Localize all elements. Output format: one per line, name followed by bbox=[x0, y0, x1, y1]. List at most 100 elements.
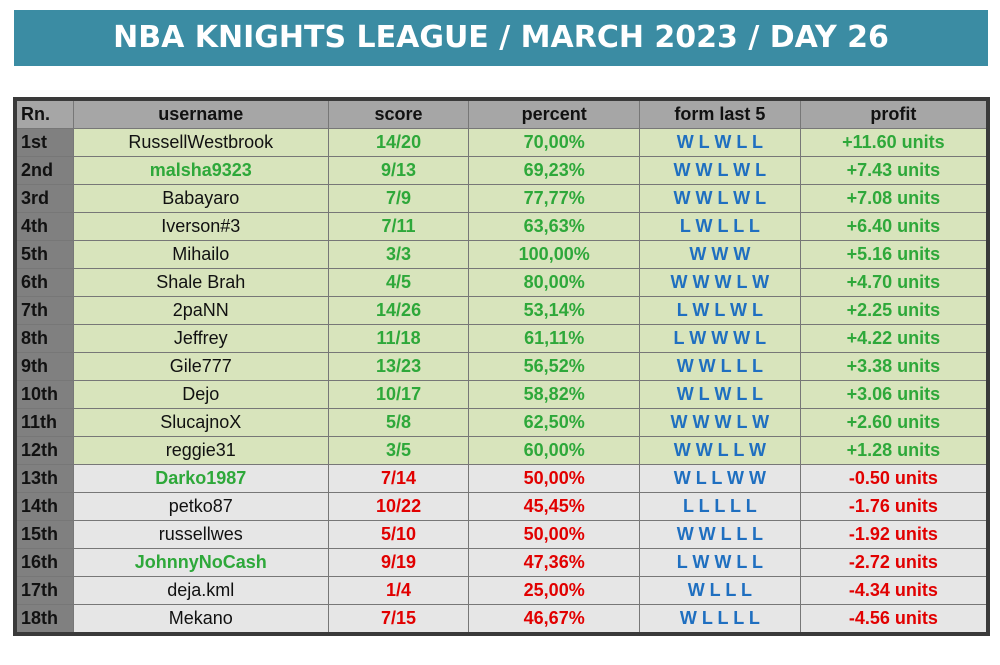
percent-cell: 61,11% bbox=[468, 324, 641, 353]
profit-cell: +3.06 units bbox=[799, 380, 989, 409]
percent-cell: 62,50% bbox=[468, 408, 641, 437]
column-header: username bbox=[72, 98, 329, 129]
header-row: Rn. username score percent form last 5 p… bbox=[14, 98, 989, 129]
form-cell: L L L L L bbox=[639, 492, 801, 521]
rank-cell: 11th bbox=[14, 408, 74, 437]
table-row: 12th reggie31 3/5 60,00% W W L L W +1.28 unit… bbox=[14, 436, 989, 465]
username-cell: Dejo bbox=[72, 380, 329, 409]
percent-cell: 47,36% bbox=[468, 548, 641, 577]
rank-cell: 13th bbox=[14, 464, 74, 493]
column-header: Rn. bbox=[14, 98, 74, 129]
rank-cell: 14th bbox=[14, 492, 74, 521]
username-cell: Shale Brah bbox=[72, 268, 329, 297]
table-row: 16th JohnnyNoCash 9/19 47,36% L W W L L -2.72… bbox=[14, 548, 989, 577]
form-cell: W W L L L bbox=[639, 520, 801, 549]
username-cell: Iverson#3 bbox=[72, 212, 329, 241]
rank-cell: 1st bbox=[14, 128, 74, 157]
profit-cell: -1.76 units bbox=[799, 492, 989, 521]
form-cell: W W L L L bbox=[639, 352, 801, 381]
profit-cell: +2.60 units bbox=[799, 408, 989, 437]
username-cell: petko87 bbox=[72, 492, 329, 521]
table-row: 14th petko87 10/22 45,45% L L L L L -1.76 uni… bbox=[14, 492, 989, 521]
rank-cell: 17th bbox=[14, 576, 74, 605]
form-cell: W W L W L bbox=[639, 184, 801, 213]
rank-cell: 8th bbox=[14, 324, 74, 353]
score-cell: 7/9 bbox=[327, 184, 470, 213]
profit-cell: +7.43 units bbox=[799, 156, 989, 185]
rank-cell: 10th bbox=[14, 380, 74, 409]
rank-cell: 12th bbox=[14, 436, 74, 465]
form-cell: W L L L L bbox=[639, 604, 801, 635]
score-cell: 3/5 bbox=[327, 436, 470, 465]
table-row: 7th 2paNN 14/26 53,14% L W L W L +2.25 units bbox=[14, 296, 989, 325]
username-cell: Mihailo bbox=[72, 240, 329, 269]
profit-cell: -1.92 units bbox=[799, 520, 989, 549]
profit-cell: +11.60 units bbox=[799, 128, 989, 157]
score-cell: 14/26 bbox=[327, 296, 470, 325]
percent-cell: 100,00% bbox=[468, 240, 641, 269]
username-cell: russellwes bbox=[72, 520, 329, 549]
percent-cell: 63,63% bbox=[468, 212, 641, 241]
percent-cell: 58,82% bbox=[468, 380, 641, 409]
table-row: 3rd Babayaro 7/9 77,77% W W L W L +7.08 units bbox=[14, 184, 989, 213]
form-cell: W W L W L bbox=[639, 156, 801, 185]
table-row: 2nd malsha9323 9/13 69,23% W W L W L +7.43 un… bbox=[14, 156, 989, 185]
table-row: 15th russellwes 5/10 50,00% W W L L L -1.92 u… bbox=[14, 520, 989, 549]
score-cell: 7/11 bbox=[327, 212, 470, 241]
form-cell: W L W L L bbox=[639, 380, 801, 409]
rank-cell: 18th bbox=[14, 604, 74, 635]
column-header: score bbox=[327, 98, 470, 129]
percent-cell: 69,23% bbox=[468, 156, 641, 185]
form-cell: W L W L L bbox=[639, 128, 801, 157]
table-row: 11th SlucajnoX 5/8 62,50% W W W L W +2.60 uni… bbox=[14, 408, 989, 437]
profit-cell: +7.08 units bbox=[799, 184, 989, 213]
rank-cell: 9th bbox=[14, 352, 74, 381]
form-cell: W W W L W bbox=[639, 268, 801, 297]
profit-cell: +6.40 units bbox=[799, 212, 989, 241]
table-row: 17th deja.kml 1/4 25,00% W L L L -4.34 units bbox=[14, 576, 989, 605]
percent-cell: 56,52% bbox=[468, 352, 641, 381]
title-banner: NBA KNIGHTS LEAGUE / MARCH 2023 / DAY 26 bbox=[14, 10, 988, 66]
score-cell: 10/22 bbox=[327, 492, 470, 521]
profit-cell: -2.72 units bbox=[799, 548, 989, 577]
score-cell: 9/13 bbox=[327, 156, 470, 185]
percent-cell: 50,00% bbox=[468, 520, 641, 549]
username-cell: Darko1987 bbox=[72, 464, 329, 493]
form-cell: W W L L W bbox=[639, 436, 801, 465]
profit-cell: +4.22 units bbox=[799, 324, 989, 353]
username-cell: SlucajnoX bbox=[72, 408, 329, 437]
percent-cell: 70,00% bbox=[468, 128, 641, 157]
score-cell: 7/15 bbox=[327, 604, 470, 635]
score-cell: 14/20 bbox=[327, 128, 470, 157]
percent-cell: 46,67% bbox=[468, 604, 641, 635]
username-cell: deja.kml bbox=[72, 576, 329, 605]
form-cell: L W L W L bbox=[639, 296, 801, 325]
rank-cell: 2nd bbox=[14, 156, 74, 185]
profit-cell: +2.25 units bbox=[799, 296, 989, 325]
rank-cell: 6th bbox=[14, 268, 74, 297]
form-cell: W W W bbox=[639, 240, 801, 269]
score-cell: 10/17 bbox=[327, 380, 470, 409]
rank-cell: 16th bbox=[14, 548, 74, 577]
rank-cell: 7th bbox=[14, 296, 74, 325]
form-cell: W L L W W bbox=[639, 464, 801, 493]
table-row: 9th Gile777 13/23 56,52% W W L L L +3.38 unit… bbox=[14, 352, 989, 381]
percent-cell: 25,00% bbox=[468, 576, 641, 605]
score-cell: 9/19 bbox=[327, 548, 470, 577]
score-cell: 4/5 bbox=[327, 268, 470, 297]
username-cell: reggie31 bbox=[72, 436, 329, 465]
score-cell: 13/23 bbox=[327, 352, 470, 381]
rank-cell: 15th bbox=[14, 520, 74, 549]
table-row: 5th Mihailo 3/3 100,00% W W W +5.16 units bbox=[14, 240, 989, 269]
form-cell: W W W L W bbox=[639, 408, 801, 437]
percent-cell: 80,00% bbox=[468, 268, 641, 297]
profit-cell: +5.16 units bbox=[799, 240, 989, 269]
username-cell: Gile777 bbox=[72, 352, 329, 381]
username-cell: Mekano bbox=[72, 604, 329, 635]
score-cell: 11/18 bbox=[327, 324, 470, 353]
score-cell: 3/3 bbox=[327, 240, 470, 269]
percent-cell: 50,00% bbox=[468, 464, 641, 493]
column-header: percent bbox=[468, 98, 641, 129]
profit-cell: -4.56 units bbox=[799, 604, 989, 635]
